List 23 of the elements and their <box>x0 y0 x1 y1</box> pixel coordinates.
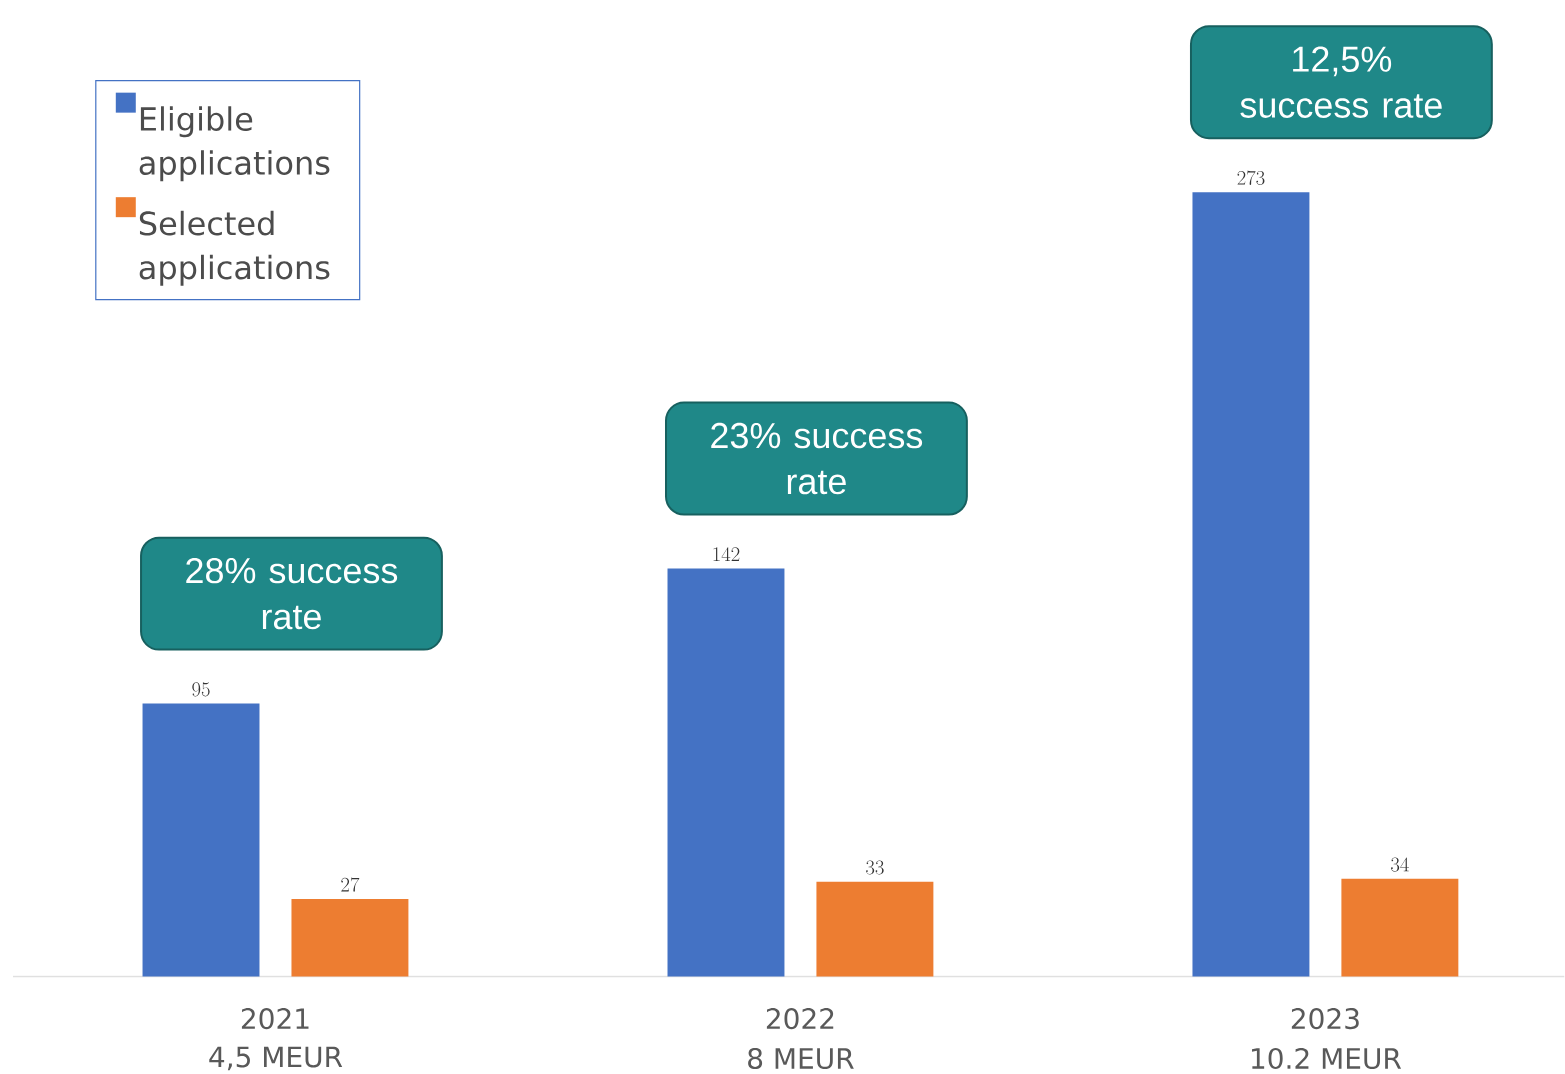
data-label: 95 <box>192 682 210 697</box>
bar <box>1341 878 1459 977</box>
text: 10.2 MEUR <box>1251 1047 1402 1069</box>
bar <box>291 898 409 977</box>
data-label: 273 <box>1237 170 1265 185</box>
x-tick-label: 2021 <box>241 1007 309 1029</box>
bar <box>816 881 934 977</box>
data-label: 34 <box>1391 857 1409 872</box>
annotation: 28% success rate <box>186 557 398 630</box>
bar <box>667 568 785 977</box>
text: 4,5 MEUR <box>209 1046 343 1071</box>
annotation: 23% success rate <box>711 422 923 495</box>
bar <box>142 703 260 977</box>
x-tick-label: 2022 <box>766 1007 834 1029</box>
text: 8 MEUR <box>748 1047 854 1069</box>
legend-label: Selected applications <box>139 210 330 286</box>
data-label: 27 <box>341 877 360 892</box>
x-tick-label: 2023 <box>1291 1007 1359 1029</box>
legend-label: Eligible applications <box>139 106 330 181</box>
text: 12,5% success rate <box>1240 46 1442 118</box>
bar <box>1192 191 1310 977</box>
data-label: 33 <box>866 860 884 875</box>
data-label: 142 <box>713 546 740 561</box>
